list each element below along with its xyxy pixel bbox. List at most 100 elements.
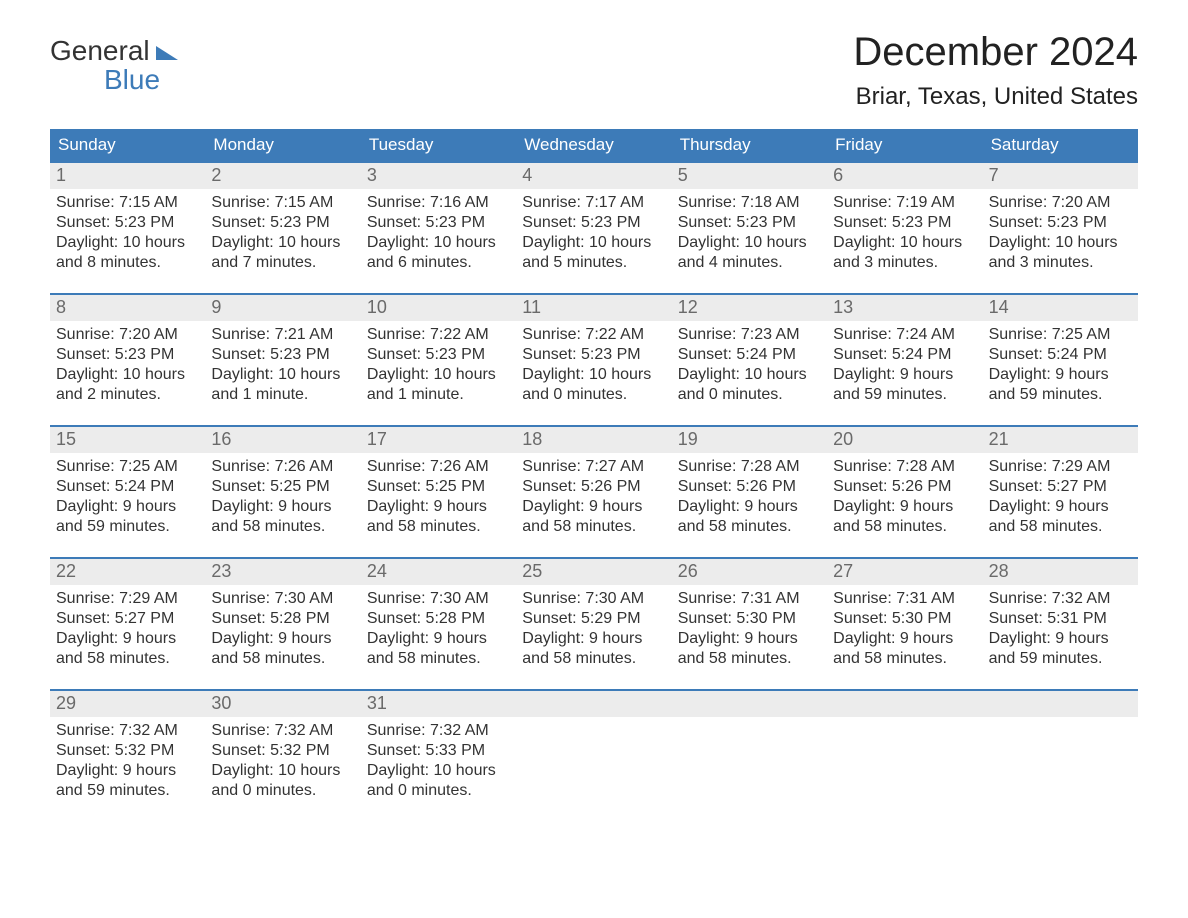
- week-row: 1Sunrise: 7:15 AMSunset: 5:23 PMDaylight…: [50, 161, 1138, 273]
- daylight-text: Daylight: 10 hours and 0 minutes.: [522, 365, 665, 405]
- sunset-text: Sunset: 5:28 PM: [367, 609, 510, 629]
- sunset-text: Sunset: 5:24 PM: [56, 477, 199, 497]
- sunrise-text: Sunrise: 7:27 AM: [522, 457, 665, 477]
- day-number: 6: [827, 163, 982, 189]
- day-body: Sunrise: 7:30 AMSunset: 5:28 PMDaylight:…: [205, 585, 360, 669]
- day-cell: .: [672, 691, 827, 801]
- daylight-text: Daylight: 10 hours and 1 minute.: [211, 365, 354, 405]
- day-number: 5: [672, 163, 827, 189]
- weekday-header: Monday: [205, 129, 360, 161]
- day-number: 21: [983, 427, 1138, 453]
- day-number: 22: [50, 559, 205, 585]
- day-number: 16: [205, 427, 360, 453]
- day-number: 14: [983, 295, 1138, 321]
- day-cell: .: [827, 691, 982, 801]
- day-cell: 5 Sunrise: 7:18 AMSunset: 5:23 PMDaylight…: [672, 163, 827, 273]
- day-body: Sunrise: 7:31 AMSunset: 5:30 PMDaylight:…: [827, 585, 982, 669]
- day-number: 3: [361, 163, 516, 189]
- day-number: 2: [205, 163, 360, 189]
- daylight-text: Daylight: 9 hours and 59 minutes.: [989, 365, 1132, 405]
- day-cell: 26Sunrise: 7:31 AMSunset: 5:30 PMDayligh…: [672, 559, 827, 669]
- day-cell: .: [983, 691, 1138, 801]
- daylight-text: Daylight: 9 hours and 58 minutes.: [211, 629, 354, 669]
- sunrise-text: Sunrise: 7:15 AM: [56, 193, 199, 213]
- weekday-header: Wednesday: [516, 129, 671, 161]
- day-body: Sunrise: 7:22 AMSunset: 5:23 PMDaylight:…: [516, 321, 671, 405]
- day-cell: 22Sunrise: 7:29 AMSunset: 5:27 PMDayligh…: [50, 559, 205, 669]
- day-number: 23: [205, 559, 360, 585]
- week-row: 8Sunrise: 7:20 AMSunset: 5:23 PMDaylight…: [50, 293, 1138, 405]
- sunrise-text: Sunrise: 7:18 AM: [678, 193, 821, 213]
- daylight-text: Daylight: 9 hours and 58 minutes.: [833, 629, 976, 669]
- day-body: Sunrise: 7:25 AMSunset: 5:24 PMDaylight:…: [50, 453, 205, 537]
- daylight-text: Daylight: 9 hours and 58 minutes.: [367, 497, 510, 537]
- logo-triangle-icon: [156, 46, 178, 60]
- day-cell: 19Sunrise: 7:28 AMSunset: 5:26 PMDayligh…: [672, 427, 827, 537]
- day-body: Sunrise: 7:16 AMSunset: 5:23 PMDaylight:…: [361, 189, 516, 273]
- day-body: Sunrise: 7:21 AMSunset: 5:23 PMDaylight:…: [205, 321, 360, 405]
- sunset-text: Sunset: 5:23 PM: [211, 345, 354, 365]
- day-cell: 23Sunrise: 7:30 AMSunset: 5:28 PMDayligh…: [205, 559, 360, 669]
- sunrise-text: Sunrise: 7:26 AM: [211, 457, 354, 477]
- day-cell: 3Sunrise: 7:16 AMSunset: 5:23 PMDaylight…: [361, 163, 516, 273]
- day-body: Sunrise: 7:22 AMSunset: 5:23 PMDaylight:…: [361, 321, 516, 405]
- sunset-text: Sunset: 5:24 PM: [989, 345, 1132, 365]
- day-number: 19: [672, 427, 827, 453]
- sunset-text: Sunset: 5:31 PM: [989, 609, 1132, 629]
- day-number: 13: [827, 295, 982, 321]
- sunset-text: Sunset: 5:23 PM: [367, 345, 510, 365]
- daylight-text: Daylight: 10 hours and 0 minutes.: [211, 761, 354, 801]
- day-cell: .: [516, 691, 671, 801]
- day-body: Sunrise: 7:32 AMSunset: 5:32 PMDaylight:…: [205, 717, 360, 801]
- day-cell: 11Sunrise: 7:22 AMSunset: 5:23 PMDayligh…: [516, 295, 671, 405]
- sunrise-text: Sunrise: 7:26 AM: [367, 457, 510, 477]
- day-number: 7: [983, 163, 1138, 189]
- day-body: Sunrise: 7:26 AMSunset: 5:25 PMDaylight:…: [205, 453, 360, 537]
- sunset-text: Sunset: 5:27 PM: [989, 477, 1132, 497]
- day-cell: 29Sunrise: 7:32 AMSunset: 5:32 PMDayligh…: [50, 691, 205, 801]
- daylight-text: Daylight: 10 hours and 2 minutes.: [56, 365, 199, 405]
- day-cell: 16Sunrise: 7:26 AMSunset: 5:25 PMDayligh…: [205, 427, 360, 537]
- day-cell: 6Sunrise: 7:19 AMSunset: 5:23 PMDaylight…: [827, 163, 982, 273]
- daylight-text: Daylight: 10 hours and 7 minutes.: [211, 233, 354, 273]
- day-cell: 2Sunrise: 7:15 AMSunset: 5:23 PMDaylight…: [205, 163, 360, 273]
- day-number: .: [827, 691, 982, 717]
- sunrise-text: Sunrise: 7:23 AM: [678, 325, 821, 345]
- daylight-text: Daylight: 10 hours and 4 minutes.: [678, 233, 821, 273]
- day-number: 17: [361, 427, 516, 453]
- sunrise-text: Sunrise: 7:16 AM: [367, 193, 510, 213]
- day-cell: 15Sunrise: 7:25 AMSunset: 5:24 PMDayligh…: [50, 427, 205, 537]
- day-number: 24: [361, 559, 516, 585]
- day-number: 8: [50, 295, 205, 321]
- day-body: Sunrise: 7:19 AMSunset: 5:23 PMDaylight:…: [827, 189, 982, 273]
- day-cell: 24Sunrise: 7:30 AMSunset: 5:28 PMDayligh…: [361, 559, 516, 669]
- day-number: 31: [361, 691, 516, 717]
- location-subtitle: Briar, Texas, United States: [853, 83, 1138, 111]
- daylight-text: Daylight: 9 hours and 58 minutes.: [678, 629, 821, 669]
- sunset-text: Sunset: 5:23 PM: [522, 345, 665, 365]
- sunset-text: Sunset: 5:27 PM: [56, 609, 199, 629]
- sunset-text: Sunset: 5:26 PM: [522, 477, 665, 497]
- sunrise-text: Sunrise: 7:31 AM: [678, 589, 821, 609]
- logo: General Blue: [50, 36, 178, 95]
- sunrise-text: Sunrise: 7:30 AM: [522, 589, 665, 609]
- daylight-text: Daylight: 9 hours and 58 minutes.: [522, 629, 665, 669]
- weekday-header: Sunday: [50, 129, 205, 161]
- day-body: Sunrise: 7:15 AMSunset: 5:23 PMDaylight:…: [50, 189, 205, 273]
- day-body: Sunrise: 7:23 AMSunset: 5:24 PMDaylight:…: [672, 321, 827, 405]
- week-row: 22Sunrise: 7:29 AMSunset: 5:27 PMDayligh…: [50, 557, 1138, 669]
- weekday-header: Thursday: [672, 129, 827, 161]
- day-body: Sunrise: 7:28 AMSunset: 5:26 PMDaylight:…: [672, 453, 827, 537]
- day-cell: 31Sunrise: 7:32 AMSunset: 5:33 PMDayligh…: [361, 691, 516, 801]
- sunset-text: Sunset: 5:28 PM: [211, 609, 354, 629]
- calendar: SundayMondayTuesdayWednesdayThursdayFrid…: [50, 129, 1138, 801]
- day-body: Sunrise: 7:27 AMSunset: 5:26 PMDaylight:…: [516, 453, 671, 537]
- sunset-text: Sunset: 5:23 PM: [678, 213, 821, 233]
- weekday-header: Friday: [827, 129, 982, 161]
- sunrise-text: Sunrise: 7:30 AM: [211, 589, 354, 609]
- daylight-text: Daylight: 10 hours and 0 minutes.: [678, 365, 821, 405]
- day-cell: 14Sunrise: 7:25 AMSunset: 5:24 PMDayligh…: [983, 295, 1138, 405]
- day-cell: 9Sunrise: 7:21 AMSunset: 5:23 PMDaylight…: [205, 295, 360, 405]
- day-cell: 17Sunrise: 7:26 AMSunset: 5:25 PMDayligh…: [361, 427, 516, 537]
- sunset-text: Sunset: 5:23 PM: [56, 345, 199, 365]
